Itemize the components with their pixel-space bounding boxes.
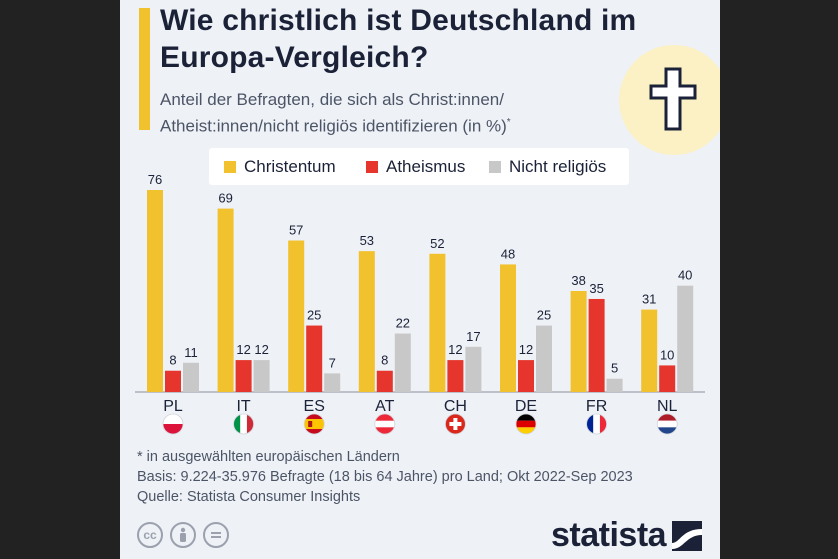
value-label-christentum-es: 57	[289, 223, 303, 238]
chart-card: Wie christlich ist Deutschland im Europa…	[120, 0, 720, 559]
value-label-atheismus-pl: 8	[169, 353, 176, 368]
value-label-nicht-religioes-nl: 40	[678, 268, 692, 283]
subtitle-footnote-marker: *	[506, 117, 511, 128]
bar-nicht-religioes-at	[394, 333, 411, 392]
value-label-atheismus-at: 8	[381, 353, 388, 368]
category-label-ch: CH	[444, 398, 467, 415]
bar-nicht-religioes-ch	[465, 346, 482, 392]
chart-subtitle: Anteil der Befragten, die sich als Chris…	[160, 88, 620, 138]
bar-christentum-fr	[570, 291, 587, 392]
value-label-nicht-religioes-it: 12	[254, 342, 268, 357]
value-label-christentum-at: 53	[360, 233, 374, 248]
value-label-atheismus-es: 25	[307, 308, 321, 323]
value-label-atheismus-it: 12	[236, 342, 250, 357]
legend-label-atheismus: Atheismus	[386, 156, 466, 176]
value-label-atheismus-fr: 35	[589, 281, 603, 296]
bar-christentum-ch	[429, 253, 446, 392]
value-label-nicht-religioes-ch: 17	[466, 329, 480, 344]
value-label-christentum-nl: 31	[642, 292, 656, 307]
legend-swatch-christentum	[224, 160, 236, 173]
value-label-atheismus-de: 12	[519, 342, 533, 357]
attribution-icon[interactable]	[170, 522, 196, 548]
bar-atheismus-pl	[165, 370, 181, 392]
category-label-nl: NL	[657, 398, 678, 415]
bar-christentum-pl	[147, 190, 163, 392]
bar-nicht-religioes-pl	[183, 362, 199, 392]
footnote-source: Quelle: Statista Consumer Insights	[137, 489, 361, 505]
italy-flag-icon	[233, 413, 254, 435]
value-label-nicht-religioes-es: 7	[329, 355, 336, 370]
value-label-nicht-religioes-de: 25	[537, 308, 551, 323]
poland-flag-icon	[162, 413, 184, 435]
spain-flag-icon	[303, 413, 325, 435]
bar-nicht-religioes-fr	[606, 378, 623, 392]
austria-flag-icon	[374, 413, 396, 435]
license-icons: cc	[137, 522, 229, 548]
bar-atheismus-at	[376, 370, 393, 392]
latin-cross-icon	[619, 45, 720, 155]
footnote-basis: Basis: 9.224-35.976 Befragte (18 bis 64 …	[137, 469, 633, 485]
value-label-nicht-religioes-pl: 11	[184, 345, 198, 360]
bar-atheismus-ch	[447, 360, 464, 392]
bar-christentum-es	[288, 240, 305, 392]
value-label-nicht-religioes-fr: 5	[611, 361, 618, 376]
value-label-christentum-pl: 76	[148, 172, 162, 187]
netherlands-flag-icon	[656, 413, 678, 435]
value-label-atheismus-nl: 10	[660, 347, 674, 362]
bar-christentum-nl	[641, 309, 658, 392]
bar-atheismus-fr	[588, 298, 605, 392]
legend-item-nicht-religioes: Nicht religiös	[489, 148, 606, 185]
title-accent-bar	[139, 8, 150, 130]
value-label-christentum-fr: 38	[571, 273, 585, 288]
legend-swatch-nicht-religioes	[489, 160, 501, 173]
germany-flag-icon	[515, 413, 537, 435]
statista-logo-icon	[672, 520, 703, 551]
bar-christentum-it	[217, 208, 234, 392]
bar-christentum-at	[358, 251, 375, 392]
category-label-fr: FR	[586, 398, 607, 415]
switzerland-flag-icon	[444, 413, 466, 435]
bar-christentum-de	[500, 264, 516, 392]
bar-atheismus-de	[518, 360, 534, 392]
subtitle-text: Anteil der Befragten, die sich als Chris…	[160, 90, 507, 136]
bar-nicht-religioes-de	[536, 325, 552, 392]
legend-item-atheismus: Atheismus	[366, 148, 465, 185]
no-derivatives-icon[interactable]	[203, 522, 229, 548]
bar-nicht-religioes-it	[253, 360, 270, 392]
value-label-christentum-ch: 52	[430, 236, 444, 251]
value-label-christentum-de: 48	[501, 246, 515, 261]
value-label-nicht-religioes-at: 22	[396, 316, 410, 331]
category-label-it: IT	[236, 398, 250, 415]
legend-label-christentum: Christentum	[244, 156, 336, 176]
footnote-asterisk: * in ausgewählten europäischen Ländern	[137, 449, 400, 465]
legend-item-christentum: Christentum	[224, 148, 336, 185]
statista-logo[interactable]: statista	[551, 516, 703, 555]
bar-nicht-religioes-nl	[677, 285, 694, 392]
bar-atheismus-nl	[659, 365, 676, 392]
bar-atheismus-es	[306, 325, 323, 392]
category-label-de: DE	[515, 398, 537, 415]
category-label-at: AT	[375, 398, 394, 415]
legend: Christentum Atheismus Nicht religiös	[209, 148, 629, 185]
legend-swatch-atheismus	[366, 160, 378, 173]
chart-title: Wie christlich ist Deutschland im Europa…	[160, 4, 637, 74]
statista-wordmark: statista	[551, 516, 667, 554]
category-label-pl: PL	[163, 398, 183, 415]
bar-nicht-religioes-es	[324, 373, 341, 392]
france-flag-icon	[586, 413, 608, 435]
category-label-es: ES	[304, 398, 325, 415]
cc-icon[interactable]: cc	[137, 522, 163, 548]
value-label-atheismus-ch: 12	[448, 342, 462, 357]
bar-atheismus-it	[235, 360, 252, 392]
legend-label-nicht-religioes: Nicht religiös	[509, 156, 607, 176]
value-label-christentum-it: 69	[218, 191, 232, 206]
